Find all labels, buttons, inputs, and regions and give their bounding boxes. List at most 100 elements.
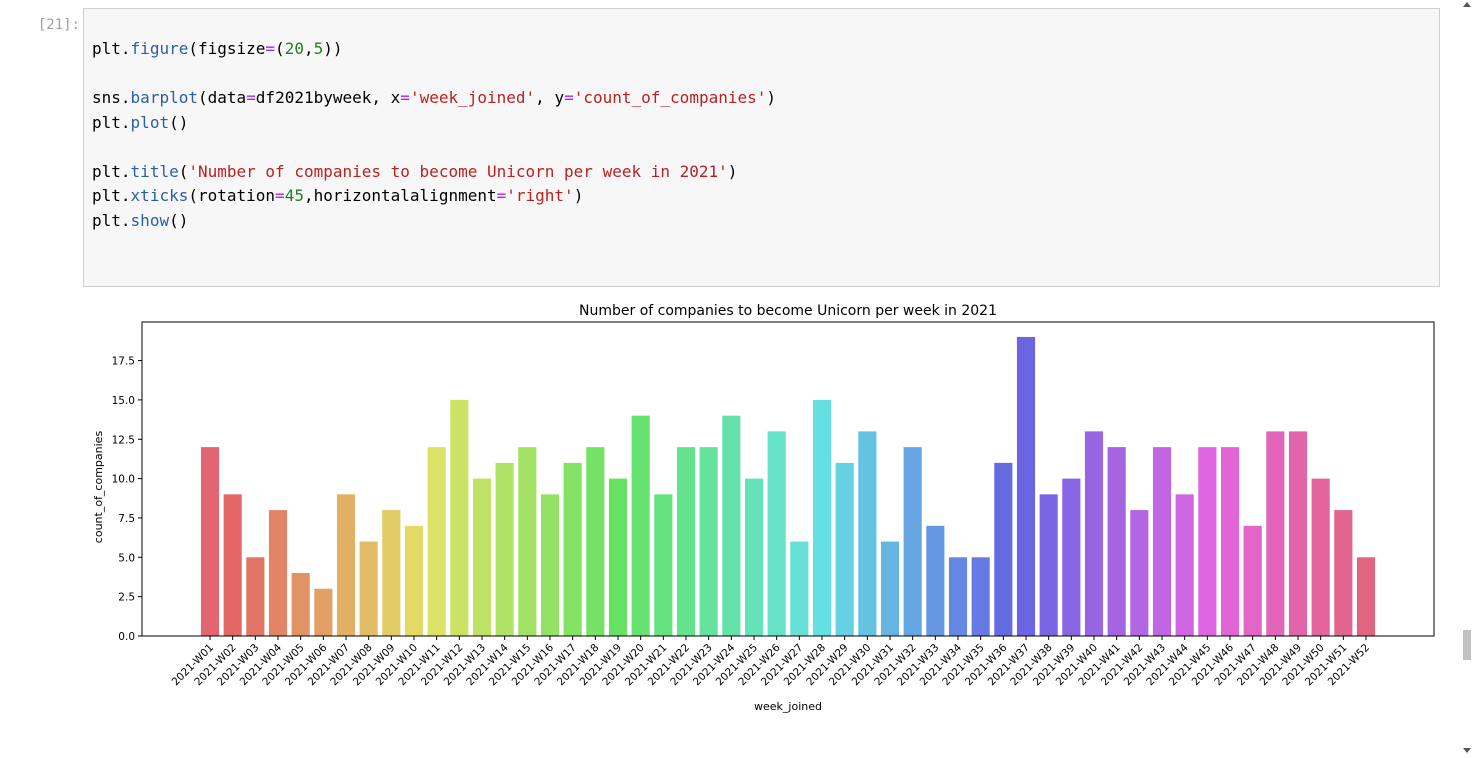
bar xyxy=(676,447,696,636)
code-token: = xyxy=(265,39,276,58)
bar xyxy=(1288,431,1308,636)
bar xyxy=(404,525,424,636)
code-token: plt xyxy=(92,186,121,205)
scrollbar-thumb[interactable] xyxy=(1463,630,1471,660)
code-token: 'Number of companies to become Unicorn p… xyxy=(188,161,728,181)
bar xyxy=(835,462,854,636)
bar xyxy=(450,399,469,636)
code-token: plt xyxy=(92,112,121,132)
bar xyxy=(1175,494,1194,636)
y-tick-label: 2.5 xyxy=(118,592,135,604)
code-token: = xyxy=(400,88,410,107)
code-line: sns.barplot(data=df2021byweek, x='week_j… xyxy=(92,86,776,111)
code-token: , xyxy=(303,39,314,58)
bar xyxy=(200,447,220,636)
code-token: (rotation xyxy=(188,186,276,205)
y-tick-label: 0.0 xyxy=(118,631,135,643)
y-tick-label: 5.0 xyxy=(118,552,135,564)
code-token: 45 xyxy=(284,186,304,205)
code-lines[interactable]: plt.figure(figsize=(20,5)) sns.barplot(d… xyxy=(92,37,776,233)
code-token: figure xyxy=(130,39,189,58)
bar xyxy=(291,573,310,636)
code-token: , y xyxy=(535,88,565,107)
bar xyxy=(744,478,764,636)
bar xyxy=(994,462,1013,636)
bar xyxy=(1062,478,1081,636)
plot-frame xyxy=(141,321,1435,637)
code-token: title xyxy=(130,161,179,181)
code-token: show xyxy=(130,210,170,230)
code-token: (data xyxy=(197,88,247,107)
cell-prompt: [21]: xyxy=(37,17,80,33)
bar xyxy=(1243,525,1262,636)
y-axis-label: count_of_companies xyxy=(92,431,105,544)
code-token: 'count_of_companies' xyxy=(573,88,767,107)
code-token: ) xyxy=(573,186,584,205)
bar xyxy=(926,525,945,636)
scroll-down-arrow-icon[interactable] xyxy=(1463,748,1471,753)
bar xyxy=(880,541,900,636)
code-token: plot xyxy=(130,112,170,132)
bar xyxy=(1311,478,1330,636)
code-token: plt xyxy=(92,161,121,181)
code-token: 'week_joined' xyxy=(409,88,536,107)
code-token: . xyxy=(120,112,131,132)
bar xyxy=(948,557,968,636)
code-token: . xyxy=(120,210,131,230)
code-token: . xyxy=(120,186,131,205)
code-token: ( xyxy=(275,39,285,58)
code-token: () xyxy=(169,210,189,230)
bar xyxy=(858,431,877,636)
code-cell-editor[interactable]: plt.figure(figsize=(20,5)) sns.barplot(d… xyxy=(83,8,1440,287)
bar xyxy=(903,447,922,636)
bar xyxy=(540,494,560,636)
bar xyxy=(790,541,809,636)
code-token: plt xyxy=(92,210,121,230)
code-token: = xyxy=(246,88,256,107)
bar xyxy=(586,447,605,636)
x-axis-label: week_joined xyxy=(754,700,822,713)
code-line: plt.plot() xyxy=(92,111,776,136)
code-token: barplot xyxy=(130,88,198,107)
bar xyxy=(336,494,356,636)
code-token: = xyxy=(564,88,574,107)
code-line: plt.show() xyxy=(92,209,776,234)
code-line: plt.title('Number of companies to become… xyxy=(92,160,776,185)
y-tick-label: 12.5 xyxy=(112,434,135,446)
code-token: ,horizontalalignment xyxy=(303,186,497,205)
bar xyxy=(518,447,537,636)
code-token: df2021byweek, x xyxy=(255,88,401,107)
bar xyxy=(1084,431,1104,636)
code-line: plt.xticks(rotation=45,horizontalalignme… xyxy=(92,184,776,209)
y-tick-label: 7.5 xyxy=(118,513,135,525)
scroll-up-arrow-icon[interactable] xyxy=(1463,2,1471,7)
code-token: = xyxy=(496,186,507,205)
code-token: 5 xyxy=(313,39,324,58)
chart-title: Number of companies to become Unicorn pe… xyxy=(579,303,997,319)
bar xyxy=(1356,557,1376,636)
bar xyxy=(812,399,832,636)
code-token: sns xyxy=(92,88,121,107)
code-token: ) xyxy=(766,88,777,107)
code-token: )) xyxy=(323,39,343,58)
bar xyxy=(1039,494,1058,636)
code-token: = xyxy=(275,186,285,205)
code-token: ( xyxy=(178,161,189,181)
code-token: plt xyxy=(92,39,121,58)
bar xyxy=(631,415,650,636)
code-token: 'right' xyxy=(506,186,574,205)
code-token: (figsize xyxy=(188,39,266,58)
y-tick-label: 17.5 xyxy=(112,356,135,368)
bar xyxy=(767,431,786,636)
bar xyxy=(1016,336,1036,636)
code-token: 20 xyxy=(284,39,304,58)
scrollbar[interactable] xyxy=(1460,0,1473,758)
code-line: plt.figure(figsize=(20,5)) xyxy=(92,37,776,62)
code-token: . xyxy=(120,39,131,58)
code-token: ) xyxy=(727,161,738,181)
bar xyxy=(722,415,741,636)
bar xyxy=(223,494,242,636)
bar xyxy=(608,478,628,636)
bar xyxy=(971,557,990,636)
bar xyxy=(1266,431,1285,636)
